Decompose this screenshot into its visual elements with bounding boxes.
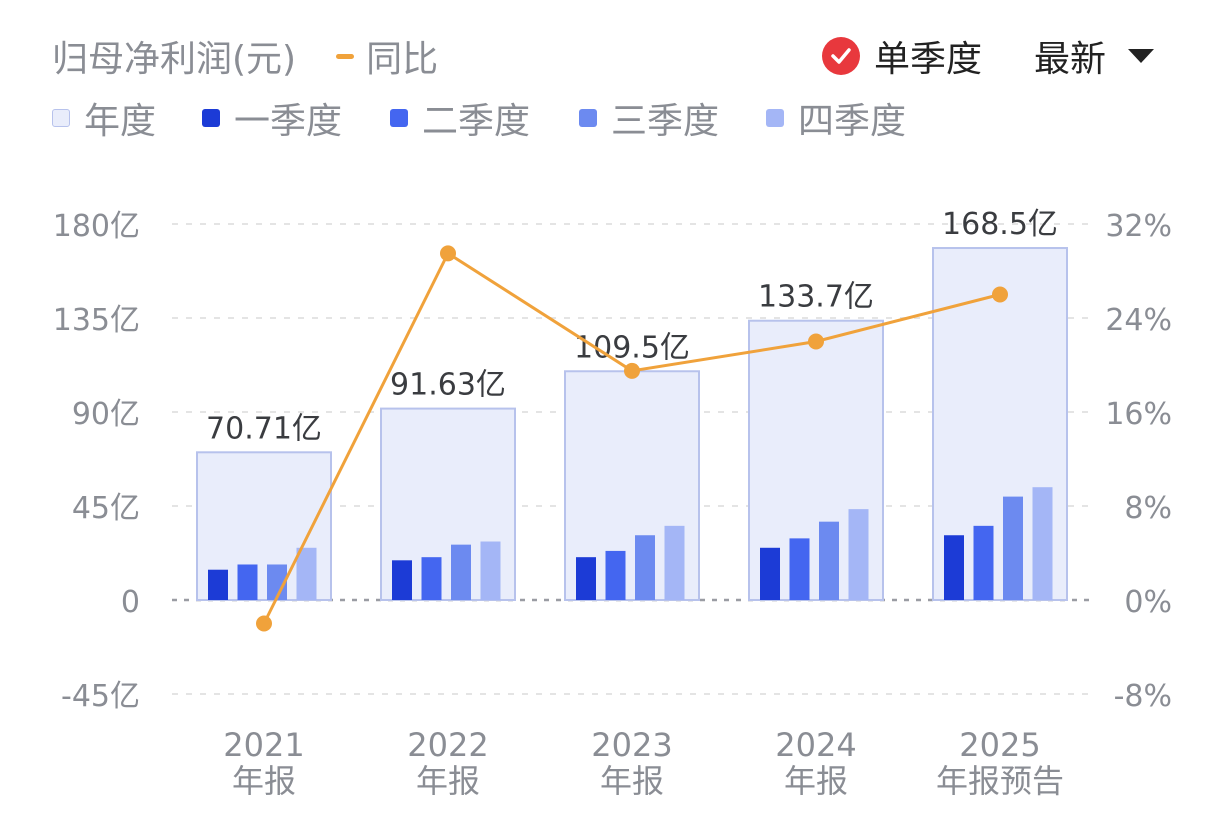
yoy-point — [624, 362, 640, 379]
y-left-tick-label: 180亿 — [53, 209, 140, 244]
quarter-bar — [451, 544, 471, 600]
legend-item-q2[interactable]: 二季度 — [390, 92, 530, 144]
x-tick-label: 年报 — [232, 762, 296, 800]
quarter-bar — [664, 525, 685, 600]
y-left-tick-label: 0 — [121, 585, 140, 620]
x-tick-label: 年报 — [784, 762, 848, 800]
y-left-tick-label: 90亿 — [72, 397, 140, 432]
quarter-bar — [296, 547, 317, 600]
x-tick-label: 2021 — [223, 726, 304, 764]
period-select[interactable]: 最新 — [1034, 30, 1155, 82]
quarter-bar — [1003, 496, 1023, 600]
annual-value-label: 168.5亿 — [942, 207, 1058, 242]
x-tick-label: 2024 — [775, 726, 856, 764]
metric-header: 归母净利润(元) 同比 — [52, 30, 438, 82]
quarter-bar — [819, 521, 839, 600]
quarter-bar — [973, 525, 994, 600]
quarter-bar — [848, 509, 869, 600]
yoy-point — [440, 245, 456, 262]
yoy-point — [256, 615, 272, 632]
yoy-legend-icon — [336, 53, 355, 59]
x-tick-label: 年报预告 — [936, 762, 1064, 800]
checkmark-icon — [822, 37, 860, 75]
x-tick-label: 年报 — [416, 762, 480, 800]
annual-value-label: 91.63亿 — [390, 368, 506, 403]
yoy-point — [992, 286, 1008, 303]
quarter-bar — [944, 535, 964, 600]
yoy-point — [808, 333, 824, 350]
legend-swatch-q3 — [579, 109, 597, 127]
legend-item-q1[interactable]: 一季度 — [202, 92, 342, 144]
quarter-bar — [605, 550, 626, 600]
quarter-bar — [208, 569, 228, 600]
y-right-tick-label: -8% — [1114, 679, 1172, 714]
y-right-tick-label: 24% — [1105, 303, 1172, 338]
legend-label-q3: 三季度 — [611, 101, 720, 142]
y-right-tick-label: 8% — [1124, 491, 1172, 526]
metric-label: 归母净利润(元) — [52, 39, 297, 80]
y-left-tick-label: 135亿 — [53, 303, 140, 338]
y-right-tick-label: 16% — [1105, 397, 1172, 432]
annual-value-label: 70.71亿 — [206, 411, 322, 446]
period-select-value: 最新 — [1034, 39, 1107, 80]
legend-swatch-q4 — [766, 109, 784, 127]
quarter-bar — [267, 564, 287, 600]
legend-item-annual[interactable]: 年度 — [52, 92, 156, 144]
quarter-bar — [635, 535, 655, 600]
legend-swatch-annual — [52, 109, 70, 127]
quarter-bar — [237, 564, 258, 600]
y-right-tick-label: 32% — [1105, 209, 1172, 244]
y-left-tick-label: -45亿 — [61, 679, 140, 714]
y-left-tick-label: 45亿 — [72, 491, 140, 526]
x-tick-label: 2025 — [959, 726, 1040, 764]
legend-label-q1: 一季度 — [234, 101, 343, 142]
annual-value-label: 109.5亿 — [574, 330, 690, 365]
chevron-down-icon — [1128, 49, 1155, 63]
quarter-bar — [1032, 487, 1053, 600]
x-tick-label: 年报 — [600, 762, 664, 800]
quarter-bar — [576, 557, 596, 600]
legend-item-q4[interactable]: 四季度 — [766, 92, 906, 144]
y-right-tick-label: 0% — [1124, 585, 1172, 620]
legend-item-q3[interactable]: 三季度 — [579, 92, 719, 144]
x-tick-label: 2023 — [591, 726, 672, 764]
x-tick-label: 2022 — [407, 726, 488, 764]
legend-swatch-q2 — [390, 109, 408, 127]
quarter-bar — [789, 538, 810, 600]
legend-label-q2: 二季度 — [422, 101, 531, 142]
quarterly-toggle[interactable]: 单季度 — [822, 30, 982, 82]
quarter-bar — [421, 557, 442, 600]
quarter-bar — [392, 560, 412, 600]
quarter-bar — [760, 547, 780, 600]
annual-value-label: 133.7亿 — [758, 280, 874, 315]
legend-label-annual: 年度 — [84, 101, 157, 142]
quarter-bar — [480, 541, 501, 600]
quarterly-toggle-label: 单季度 — [874, 39, 983, 80]
legend-label-q4: 四季度 — [798, 101, 907, 142]
yoy-legend-label: 同比 — [366, 39, 439, 80]
legend-swatch-q1 — [202, 109, 220, 127]
